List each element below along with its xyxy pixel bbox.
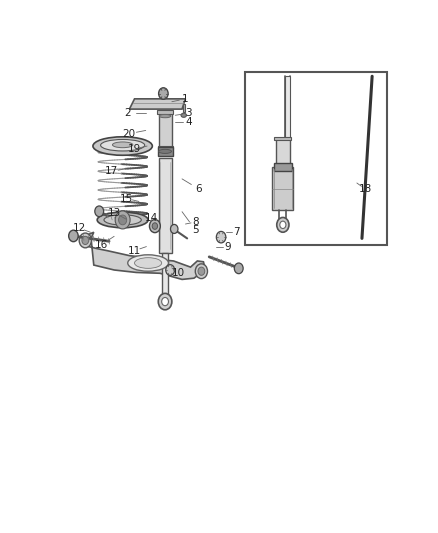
Ellipse shape [128,255,169,271]
Circle shape [158,293,172,310]
Text: 13: 13 [107,207,121,217]
Text: 2: 2 [124,108,131,118]
Circle shape [69,230,78,241]
Text: 18: 18 [359,184,372,194]
Text: 12: 12 [73,223,86,233]
Ellipse shape [159,115,171,118]
Circle shape [115,211,130,229]
Circle shape [195,264,208,279]
Polygon shape [276,138,290,166]
Circle shape [170,224,178,233]
Ellipse shape [159,149,172,154]
Text: 16: 16 [95,239,108,249]
Circle shape [216,231,226,243]
Ellipse shape [97,212,148,228]
Polygon shape [285,76,290,138]
Circle shape [166,265,175,276]
Ellipse shape [113,142,133,148]
Text: 11: 11 [128,246,141,256]
Polygon shape [274,163,292,172]
Text: 10: 10 [172,268,185,278]
Text: 17: 17 [105,166,118,176]
Circle shape [119,215,127,225]
Text: 20: 20 [122,129,135,139]
Text: 1: 1 [182,94,189,104]
Polygon shape [159,158,172,253]
Circle shape [198,267,205,276]
Polygon shape [80,232,205,279]
Bar [245,72,387,245]
Ellipse shape [181,113,187,117]
Text: 8: 8 [192,217,199,227]
Polygon shape [274,136,291,140]
Polygon shape [130,99,185,109]
Polygon shape [158,147,173,156]
Polygon shape [272,167,293,209]
Ellipse shape [93,137,152,155]
Text: 6: 6 [196,184,202,194]
Circle shape [234,263,243,273]
Circle shape [82,236,88,245]
Polygon shape [162,253,169,296]
Polygon shape [158,146,173,149]
Text: 15: 15 [120,193,133,204]
Circle shape [162,297,169,306]
Polygon shape [157,110,173,114]
Text: 9: 9 [225,241,231,252]
Circle shape [277,217,289,232]
Text: 4: 4 [186,117,192,127]
Text: 3: 3 [186,108,192,118]
Circle shape [152,223,158,229]
Circle shape [79,233,92,248]
Circle shape [95,206,104,216]
Text: 14: 14 [145,213,158,223]
Text: 19: 19 [128,144,141,154]
Ellipse shape [104,215,141,225]
Circle shape [280,221,286,229]
Text: 7: 7 [233,227,240,237]
Text: 5: 5 [192,225,199,235]
Ellipse shape [101,140,145,151]
Circle shape [149,220,160,232]
Ellipse shape [134,257,162,268]
Polygon shape [159,111,172,148]
Circle shape [159,88,168,99]
Polygon shape [183,104,185,112]
